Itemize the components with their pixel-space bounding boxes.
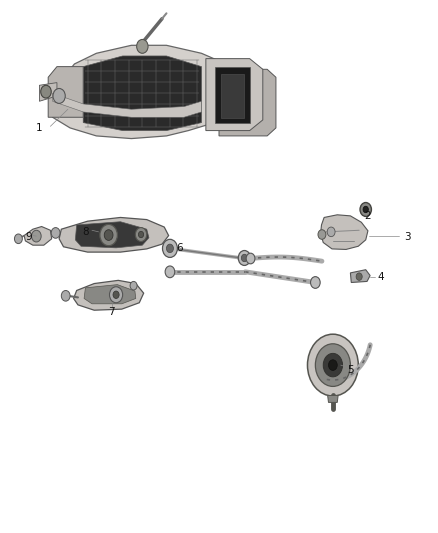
Text: 7: 7 xyxy=(108,307,115,317)
Text: 6: 6 xyxy=(176,243,183,253)
Circle shape xyxy=(241,254,247,262)
Circle shape xyxy=(323,353,343,377)
Polygon shape xyxy=(75,222,149,248)
Circle shape xyxy=(61,290,70,301)
Circle shape xyxy=(135,228,147,241)
Text: 9: 9 xyxy=(25,232,32,242)
Polygon shape xyxy=(83,56,201,131)
Circle shape xyxy=(14,234,22,244)
Polygon shape xyxy=(53,93,201,117)
Polygon shape xyxy=(59,217,169,252)
Circle shape xyxy=(32,230,41,242)
Circle shape xyxy=(51,228,60,238)
Text: 3: 3 xyxy=(404,232,411,242)
Circle shape xyxy=(165,266,175,278)
Polygon shape xyxy=(215,67,250,123)
Polygon shape xyxy=(39,83,57,101)
Circle shape xyxy=(246,253,255,264)
Circle shape xyxy=(315,344,350,386)
Circle shape xyxy=(41,85,51,98)
Polygon shape xyxy=(221,74,244,118)
Circle shape xyxy=(327,227,335,237)
Circle shape xyxy=(360,203,371,216)
Text: 5: 5 xyxy=(347,366,354,375)
Polygon shape xyxy=(219,69,276,136)
Circle shape xyxy=(238,251,251,265)
Polygon shape xyxy=(206,59,263,131)
Circle shape xyxy=(307,334,358,396)
Polygon shape xyxy=(321,215,368,249)
Polygon shape xyxy=(24,227,52,245)
Polygon shape xyxy=(48,67,83,117)
Circle shape xyxy=(138,231,144,238)
Circle shape xyxy=(166,244,173,253)
Circle shape xyxy=(100,224,117,246)
Text: 4: 4 xyxy=(378,272,385,282)
Circle shape xyxy=(318,230,326,239)
Circle shape xyxy=(104,230,113,240)
Circle shape xyxy=(130,281,137,290)
Circle shape xyxy=(53,88,65,103)
Circle shape xyxy=(328,360,337,370)
Circle shape xyxy=(110,287,123,303)
Circle shape xyxy=(356,273,362,280)
Circle shape xyxy=(311,277,320,288)
Circle shape xyxy=(162,239,177,257)
Circle shape xyxy=(137,39,148,53)
Polygon shape xyxy=(328,395,338,402)
Text: 8: 8 xyxy=(82,227,89,237)
Polygon shape xyxy=(53,45,263,139)
Text: 2: 2 xyxy=(364,211,371,221)
Polygon shape xyxy=(84,285,136,304)
Polygon shape xyxy=(74,280,144,310)
Text: 1: 1 xyxy=(36,123,43,133)
Polygon shape xyxy=(350,270,370,282)
Circle shape xyxy=(363,206,368,213)
Circle shape xyxy=(113,291,119,298)
